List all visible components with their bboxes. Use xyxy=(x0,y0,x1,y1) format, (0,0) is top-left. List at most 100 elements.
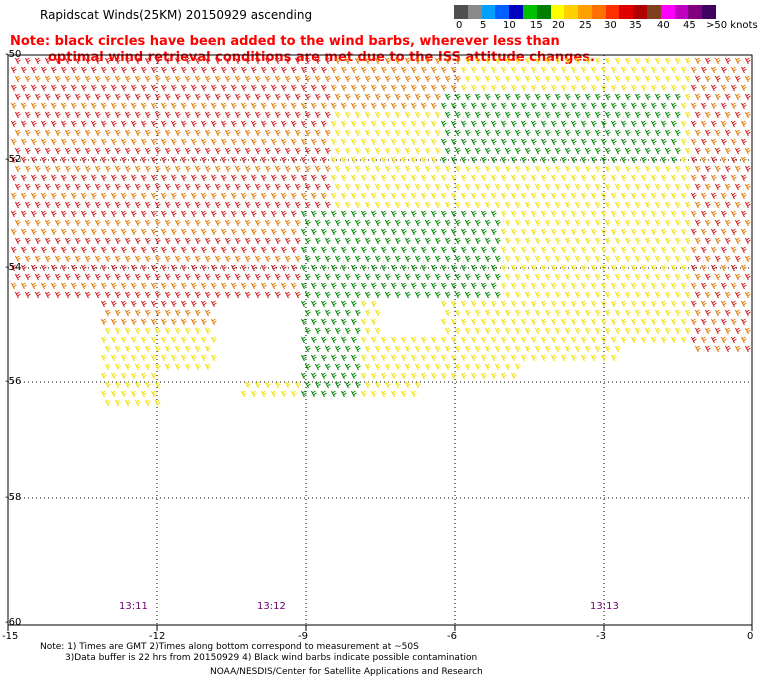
wind-barb xyxy=(280,174,287,182)
wind-barb xyxy=(730,192,737,200)
wind-barb xyxy=(140,192,147,200)
wind-barb xyxy=(630,228,637,236)
wind-barb xyxy=(284,183,291,191)
wind-barb xyxy=(24,291,31,299)
grid-lines xyxy=(7,54,753,631)
wind-barb xyxy=(124,111,131,119)
wind-barb xyxy=(14,273,21,281)
wind-barb xyxy=(390,138,397,146)
wind-barb xyxy=(190,192,197,200)
wind-barb xyxy=(424,129,431,137)
wind-barb xyxy=(314,309,321,317)
wind-barb xyxy=(744,345,751,353)
wind-barb xyxy=(74,111,81,119)
wind-barb xyxy=(164,183,171,191)
wind-barb xyxy=(620,336,627,344)
wind-barb xyxy=(250,390,257,398)
wind-barb xyxy=(640,84,647,92)
wind-barb xyxy=(460,264,467,272)
wind-barb xyxy=(354,273,361,281)
wind-barb xyxy=(310,102,317,110)
wind-barb xyxy=(150,192,157,200)
wind-barb xyxy=(190,264,197,272)
wind-barb xyxy=(530,336,537,344)
wind-barb xyxy=(600,264,607,272)
wind-barb xyxy=(350,192,357,200)
wind-barb xyxy=(590,282,597,290)
wind-barb xyxy=(224,75,231,83)
wind-barb xyxy=(314,129,321,137)
wind-barb xyxy=(740,66,747,74)
wind-barb xyxy=(704,147,711,155)
wind-barb xyxy=(74,273,81,281)
wind-barb xyxy=(74,93,81,101)
wind-barb xyxy=(194,291,201,299)
lon-label-15: -15 xyxy=(2,631,19,642)
wind-barb xyxy=(614,93,621,101)
wind-barb xyxy=(40,228,47,236)
wind-barb xyxy=(354,147,361,155)
wind-barb xyxy=(394,147,401,155)
wind-barb xyxy=(384,147,391,155)
wind-barb xyxy=(394,219,401,227)
wind-barb xyxy=(284,111,291,119)
wind-barb xyxy=(514,309,521,317)
wind-barb xyxy=(660,192,667,200)
wind-barb xyxy=(174,273,181,281)
wind-barb xyxy=(684,201,691,209)
wind-barb xyxy=(180,138,187,146)
wind-barb xyxy=(454,165,461,173)
wind-barb xyxy=(30,84,37,92)
wind-barb xyxy=(574,291,581,299)
wind-barb xyxy=(344,291,351,299)
wind-barb xyxy=(680,228,687,236)
wind-barb xyxy=(540,156,547,164)
wind-barb xyxy=(710,156,717,164)
wind-barb xyxy=(640,138,647,146)
wind-barb xyxy=(660,102,667,110)
wind-barb xyxy=(434,111,441,119)
wind-barb xyxy=(664,237,671,245)
wind-barb xyxy=(60,228,67,236)
wind-barb xyxy=(154,273,161,281)
wind-barb xyxy=(94,201,101,209)
wind-barb xyxy=(174,147,181,155)
wind-barb xyxy=(624,327,631,335)
wind-barb xyxy=(694,345,701,353)
wind-barb xyxy=(510,192,517,200)
wind-barb xyxy=(440,174,447,182)
wind-barb xyxy=(650,264,657,272)
wind-barb xyxy=(700,300,707,308)
wind-barb xyxy=(464,255,471,263)
wind-barb xyxy=(254,111,261,119)
wind-barb xyxy=(580,174,587,182)
wind-barb xyxy=(310,228,317,236)
wind-barb xyxy=(320,372,327,380)
wind-barb xyxy=(14,237,21,245)
wind-barb xyxy=(514,129,521,137)
wind-barb xyxy=(600,120,607,128)
wind-barb xyxy=(520,156,527,164)
wind-barb xyxy=(320,156,327,164)
wind-barb xyxy=(664,309,671,317)
wind-barb xyxy=(170,138,177,146)
wind-barb xyxy=(380,282,387,290)
wind-barb xyxy=(720,174,727,182)
wind-barb xyxy=(204,93,211,101)
wind-barb xyxy=(364,327,371,335)
wind-barb xyxy=(124,399,131,407)
wind-barb xyxy=(644,219,651,227)
wind-barb xyxy=(460,246,467,254)
wind-barb xyxy=(724,291,731,299)
wind-barb xyxy=(470,210,477,218)
wind-barb xyxy=(634,309,641,317)
wind-barb xyxy=(604,201,611,209)
wind-barb xyxy=(404,381,411,389)
wind-barb xyxy=(174,327,181,335)
legend-label: 30 xyxy=(604,20,617,31)
wind-barb xyxy=(414,291,421,299)
wind-barb xyxy=(704,237,711,245)
wind-barb xyxy=(520,264,527,272)
wind-barb xyxy=(274,183,281,191)
wind-barb xyxy=(674,255,681,263)
